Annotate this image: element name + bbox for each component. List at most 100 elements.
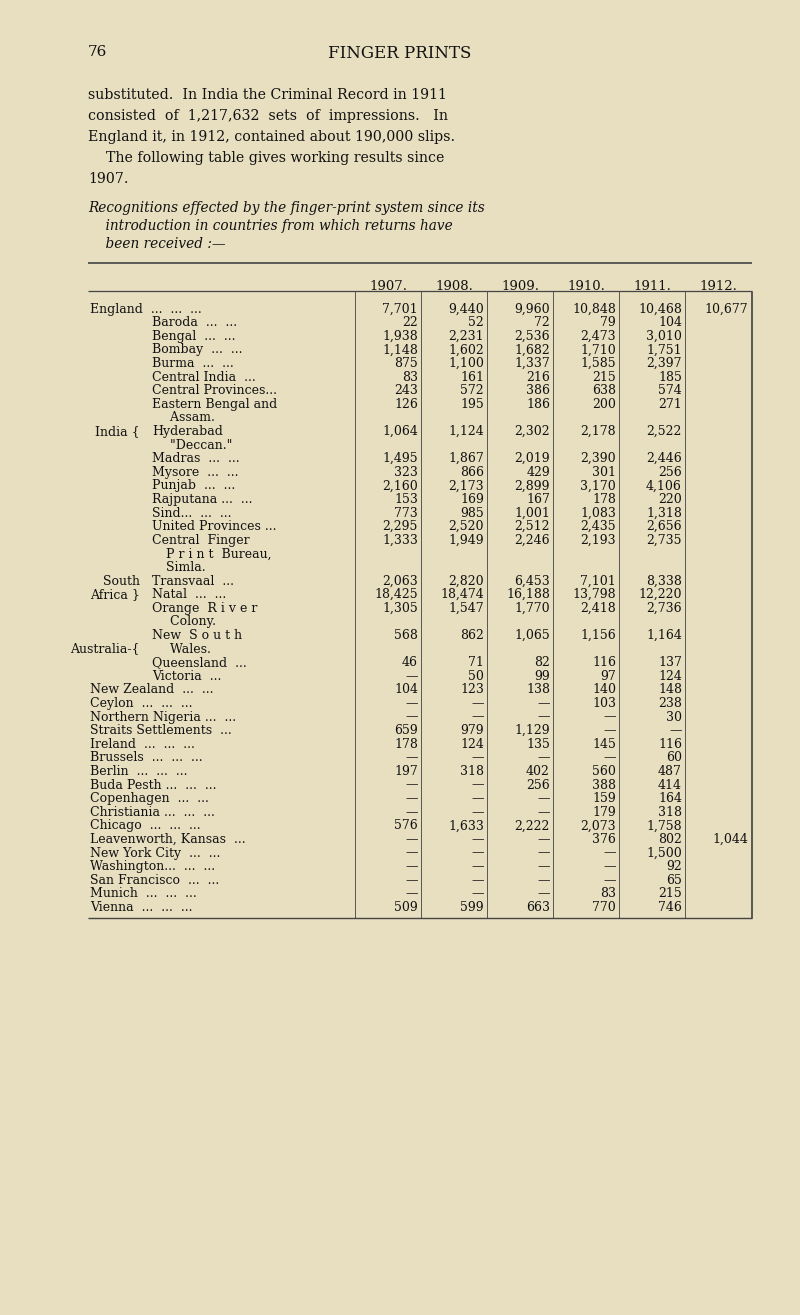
Text: 145: 145	[592, 738, 616, 751]
Text: 256: 256	[526, 778, 550, 792]
Text: 2,390: 2,390	[580, 452, 616, 466]
Text: 215: 215	[592, 371, 616, 384]
Text: 388: 388	[592, 778, 616, 792]
Text: 1912.: 1912.	[699, 280, 737, 293]
Text: 65: 65	[666, 873, 682, 886]
Text: 1,585: 1,585	[580, 356, 616, 370]
Text: 2,222: 2,222	[514, 819, 550, 832]
Text: —: —	[538, 806, 550, 819]
Text: 3,170: 3,170	[580, 480, 616, 492]
Text: New Zealand  ...  ...: New Zealand ... ...	[90, 684, 214, 697]
Text: 2,302: 2,302	[514, 425, 550, 438]
Text: 318: 318	[658, 806, 682, 819]
Text: 770: 770	[592, 901, 616, 914]
Text: 487: 487	[658, 765, 682, 778]
Text: United Provinces ...: United Provinces ...	[152, 521, 277, 533]
Text: —: —	[603, 847, 616, 860]
Text: 1,001: 1,001	[514, 506, 550, 519]
Text: 2,073: 2,073	[580, 819, 616, 832]
Text: 1,682: 1,682	[514, 343, 550, 356]
Text: Northern Nigeria ...  ...: Northern Nigeria ... ...	[90, 710, 236, 723]
Text: —: —	[603, 860, 616, 873]
Text: 2,397: 2,397	[646, 356, 682, 370]
Text: 116: 116	[592, 656, 616, 669]
Text: 318: 318	[460, 765, 484, 778]
Text: introduction in countries from which returns have: introduction in countries from which ret…	[88, 220, 453, 233]
Text: 243: 243	[394, 384, 418, 397]
Text: 2,522: 2,522	[646, 425, 682, 438]
Text: 979: 979	[460, 725, 484, 738]
Text: 104: 104	[394, 684, 418, 697]
Text: —: —	[670, 725, 682, 738]
Text: 576: 576	[394, 819, 418, 832]
Text: Brussels  ...  ...  ...: Brussels ... ... ...	[90, 751, 202, 764]
Text: 572: 572	[460, 384, 484, 397]
Text: 178: 178	[394, 738, 418, 751]
Text: —: —	[406, 751, 418, 764]
Text: Ceylon  ...  ...  ...: Ceylon ... ... ...	[90, 697, 193, 710]
Text: —: —	[538, 751, 550, 764]
Text: 1909.: 1909.	[501, 280, 539, 293]
Text: —: —	[406, 888, 418, 901]
Text: Recognitions effected by the finger-print system since its: Recognitions effected by the finger-prin…	[88, 201, 485, 214]
Text: —: —	[603, 751, 616, 764]
Text: Berlin  ...  ...  ...: Berlin ... ... ...	[90, 765, 187, 778]
Text: 72: 72	[534, 316, 550, 329]
Text: 116: 116	[658, 738, 682, 751]
Text: Assam.: Assam.	[158, 412, 215, 425]
Text: Madras  ...  ...: Madras ... ...	[152, 452, 240, 466]
Text: —: —	[406, 792, 418, 805]
Text: Punjab  ...  ...: Punjab ... ...	[152, 480, 235, 492]
Text: 256: 256	[658, 466, 682, 479]
Text: —: —	[538, 697, 550, 710]
Text: 560: 560	[592, 765, 616, 778]
Text: Eastern Bengal and: Eastern Bengal and	[152, 397, 278, 410]
Text: 746: 746	[658, 901, 682, 914]
Text: 1,938: 1,938	[382, 330, 418, 343]
Text: —: —	[603, 873, 616, 886]
Text: —: —	[538, 710, 550, 723]
Text: 1911.: 1911.	[633, 280, 671, 293]
Text: 1,083: 1,083	[580, 506, 616, 519]
Text: 402: 402	[526, 765, 550, 778]
Text: 1,100: 1,100	[448, 356, 484, 370]
Text: Washington...  ...  ...: Washington... ... ...	[90, 860, 215, 873]
Text: 140: 140	[592, 684, 616, 697]
Text: 1,318: 1,318	[646, 506, 682, 519]
Text: 83: 83	[600, 888, 616, 901]
Text: —: —	[538, 792, 550, 805]
Text: 104: 104	[658, 316, 682, 329]
Text: 82: 82	[534, 656, 550, 669]
Text: consisted  of  1,217,632  sets  of  impressions.   In: consisted of 1,217,632 sets of impressio…	[88, 109, 448, 124]
Text: 124: 124	[658, 669, 682, 682]
Text: Africa }: Africa }	[90, 588, 140, 601]
Text: 2,536: 2,536	[514, 330, 550, 343]
Text: —: —	[603, 710, 616, 723]
Text: 1908.: 1908.	[435, 280, 473, 293]
Text: Central Provinces...: Central Provinces...	[152, 384, 277, 397]
Text: 862: 862	[460, 629, 484, 642]
Text: 10,677: 10,677	[704, 302, 748, 316]
Text: —: —	[538, 860, 550, 873]
Text: Natal  ...  ...: Natal ... ...	[152, 588, 226, 601]
Text: 52: 52	[468, 316, 484, 329]
Text: 1,602: 1,602	[448, 343, 484, 356]
Text: 802: 802	[658, 832, 682, 846]
Text: —: —	[471, 697, 484, 710]
Text: 215: 215	[658, 888, 682, 901]
Text: 71: 71	[468, 656, 484, 669]
Text: —: —	[538, 873, 550, 886]
Text: 1,124: 1,124	[448, 425, 484, 438]
Text: Victoria  ...: Victoria ...	[152, 669, 222, 682]
Text: —: —	[406, 710, 418, 723]
Text: 4,106: 4,106	[646, 480, 682, 492]
Text: 638: 638	[592, 384, 616, 397]
Text: 985: 985	[460, 506, 484, 519]
Text: 195: 195	[460, 397, 484, 410]
Text: Leavenworth, Kansas  ...: Leavenworth, Kansas ...	[90, 832, 246, 846]
Text: 2,418: 2,418	[580, 602, 616, 614]
Text: 2,019: 2,019	[514, 452, 550, 466]
Text: 16,188: 16,188	[506, 588, 550, 601]
Text: 1,770: 1,770	[514, 602, 550, 614]
Text: Orange  R i v e r: Orange R i v e r	[152, 602, 258, 614]
